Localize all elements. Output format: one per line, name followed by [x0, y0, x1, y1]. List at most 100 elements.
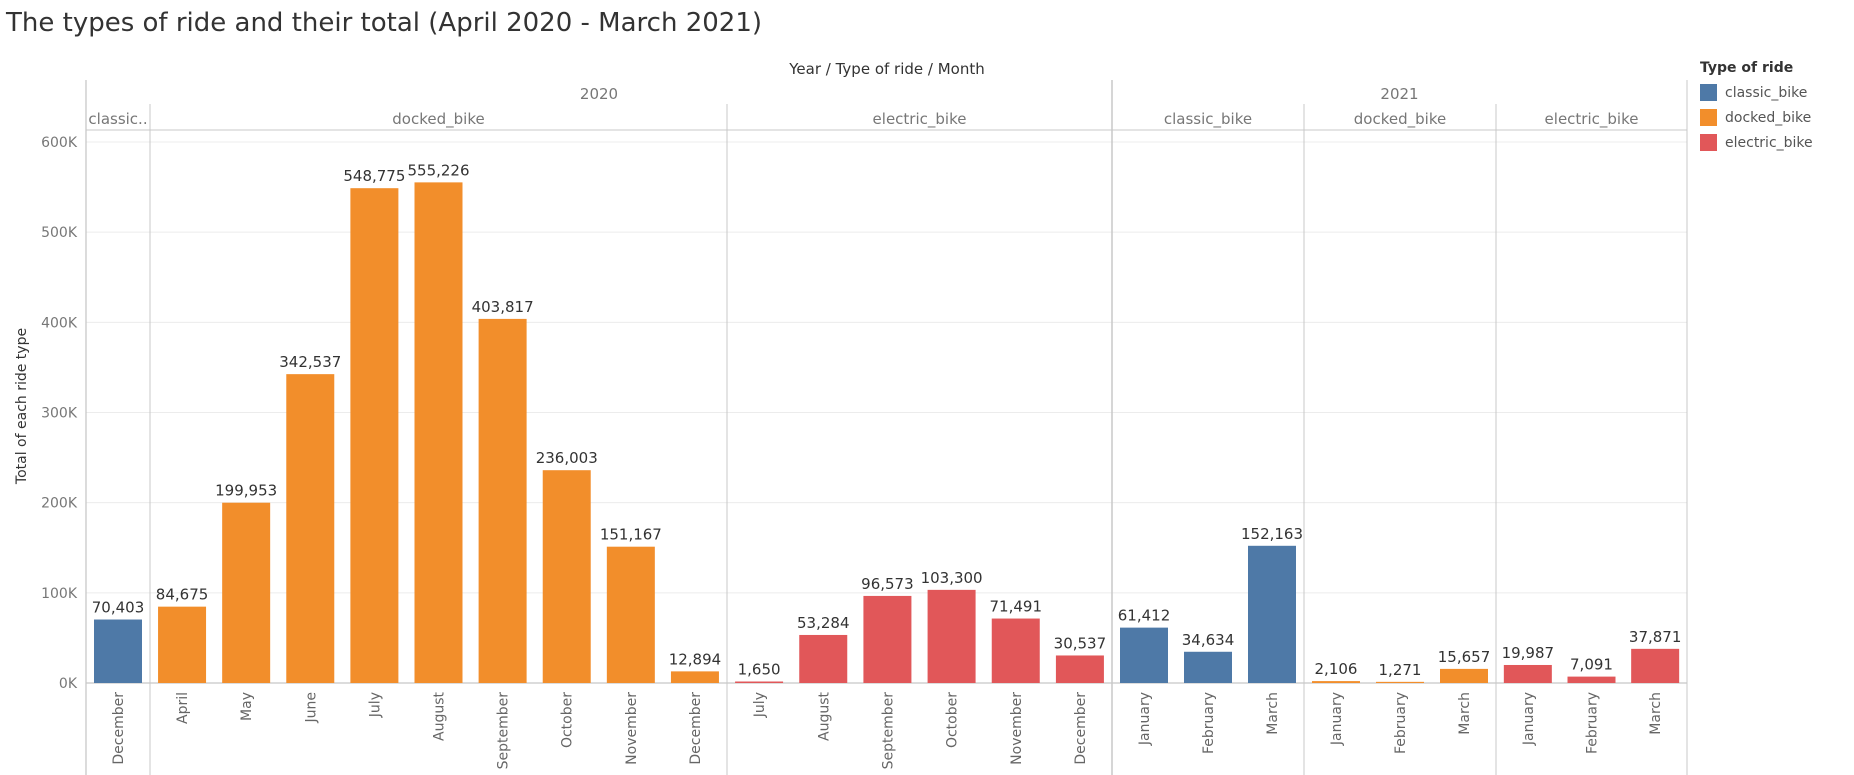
legend-item-docked-bike[interactable]: docked_bike [1700, 105, 1813, 130]
legend: Type of ride classic_bike docked_bike el… [1700, 60, 1813, 155]
data-label: 53,284 [797, 614, 850, 632]
chart-title: The types of ride and their total (April… [6, 8, 763, 38]
x-tick-label: February [1393, 692, 1409, 754]
data-label: 96,573 [861, 575, 914, 593]
data-label: 71,491 [990, 598, 1043, 616]
bar [1631, 648, 1680, 683]
bar [735, 681, 784, 683]
x-tick-label: December [688, 692, 704, 765]
y-tick-label: 300K [41, 406, 78, 422]
data-label: 199,953 [215, 482, 277, 500]
column-header: Year / Type of ride / Month [788, 60, 984, 78]
data-label: 236,003 [536, 449, 598, 467]
bar [863, 595, 912, 683]
legend-title: Type of ride [1700, 60, 1794, 76]
bar [414, 182, 463, 683]
legend-swatch [1700, 84, 1717, 101]
x-tick-label: July [367, 692, 383, 718]
data-label: 34,634 [1182, 631, 1235, 649]
data-label: 7,091 [1570, 656, 1613, 674]
data-label: 2,106 [1315, 660, 1358, 678]
bar [1120, 627, 1168, 683]
bar [542, 470, 591, 683]
data-label: 342,537 [279, 353, 341, 371]
x-tick-label: November [624, 692, 640, 765]
data-label: 151,167 [600, 526, 662, 544]
group-header: electric_bike [873, 110, 967, 129]
legend-swatch [1700, 109, 1717, 126]
bar [1055, 655, 1104, 683]
x-tick-label: January [1521, 692, 1537, 746]
bar [1376, 681, 1424, 683]
data-label: 30,537 [1054, 634, 1107, 652]
bar [1440, 668, 1488, 683]
bar [1503, 664, 1552, 683]
data-label: 555,226 [407, 161, 469, 179]
x-tick-label: August [816, 691, 832, 741]
data-label: 70,403 [92, 599, 145, 617]
data-label: 548,775 [343, 167, 405, 185]
legend-item-classic-bike[interactable]: classic_bike [1700, 80, 1813, 105]
year-header: 2020 [580, 85, 618, 103]
legend-label: classic_bike [1725, 84, 1808, 101]
bar [927, 589, 976, 683]
x-tick-label: October [945, 692, 961, 748]
bar [606, 546, 655, 683]
x-tick-label: September [496, 692, 512, 770]
x-tick-label: September [880, 692, 896, 770]
bar [158, 606, 207, 683]
bar [94, 619, 142, 683]
data-label: 61,412 [1118, 607, 1171, 625]
bar [1184, 651, 1232, 683]
bar [991, 618, 1040, 683]
y-tick-label: 500K [41, 225, 78, 241]
x-tick-label: August [432, 691, 448, 741]
data-label: 37,871 [1629, 628, 1682, 646]
bar [286, 374, 335, 683]
group-header: docked_bike [392, 110, 484, 129]
legend-label: electric_bike [1725, 134, 1813, 151]
group-header: docked_bike [1354, 110, 1446, 129]
group-header: electric_bike [1545, 110, 1639, 129]
data-label: 403,817 [472, 298, 534, 316]
data-label: 1,271 [1379, 661, 1422, 679]
data-label: 152,163 [1241, 525, 1303, 543]
legend-label: docked_bike [1725, 109, 1812, 126]
bar [350, 188, 399, 684]
year-header: 2021 [1380, 85, 1418, 103]
bar [670, 671, 719, 683]
group-header: classic_bike [1164, 110, 1252, 129]
bar [799, 634, 848, 683]
y-axis-title: Total of each ride type [14, 328, 30, 485]
data-label: 15,657 [1438, 648, 1491, 666]
x-tick-label: July [752, 692, 768, 718]
bar [478, 318, 527, 683]
x-tick-label: January [1329, 692, 1345, 746]
x-tick-label: March [1648, 692, 1664, 735]
y-tick-label: 400K [41, 315, 78, 331]
x-tick-label: February [1201, 692, 1217, 754]
bar [1312, 681, 1360, 683]
bar [1567, 676, 1616, 683]
legend-item-electric-bike[interactable]: electric_bike [1700, 130, 1813, 155]
x-tick-label: December [1073, 692, 1089, 765]
data-label: 84,675 [156, 586, 209, 604]
group-header: classic.. [88, 110, 147, 128]
data-label: 19,987 [1502, 644, 1555, 662]
x-tick-label: November [1009, 692, 1025, 765]
x-tick-label: December [111, 692, 127, 765]
y-tick-label: 100K [41, 586, 78, 602]
x-tick-label: March [1265, 692, 1281, 735]
y-tick-label: 600K [41, 135, 78, 151]
x-tick-label: March [1457, 692, 1473, 735]
x-tick-label: May [239, 692, 255, 721]
x-tick-label: April [175, 692, 191, 724]
legend-swatch [1700, 134, 1717, 151]
data-label: 103,300 [921, 569, 983, 587]
x-tick-label: January [1137, 692, 1153, 746]
data-label: 12,894 [669, 650, 722, 668]
y-tick-label: 200K [41, 496, 78, 512]
bar [1248, 545, 1296, 683]
bar [222, 502, 271, 683]
